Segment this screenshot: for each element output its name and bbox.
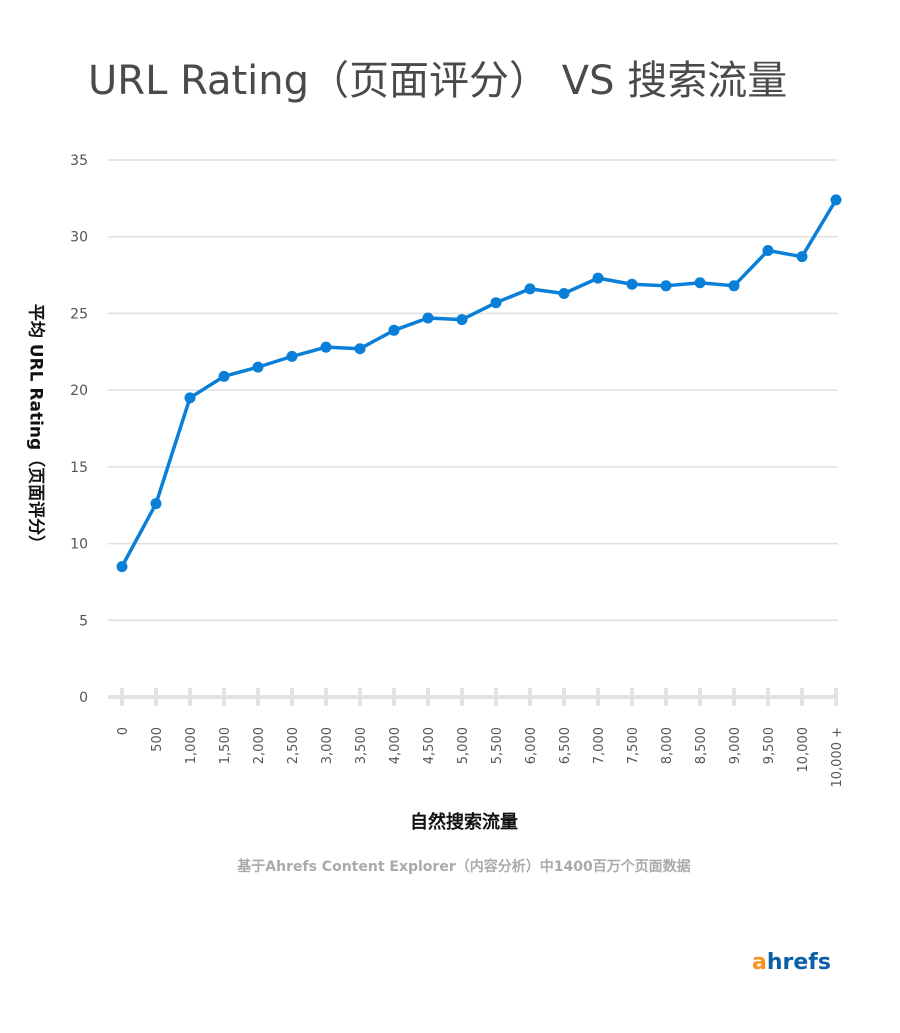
x-tick-label: 7,500 [626,727,641,764]
x-tick-label: 3,500 [354,727,369,764]
data-point [456,314,468,326]
x-tick-label: 5,000 [456,727,471,764]
x-axis-label: 自然搜索流量 [410,812,518,833]
data-point [626,278,638,290]
data-point [592,272,604,284]
x-tick-label: 1,000 [184,727,199,764]
x-tick-label: 10,000 + [830,727,845,788]
x-tick-label: 6,500 [558,727,573,764]
logo-rest: hrefs [766,950,831,975]
y-tick-label: 10 [70,537,88,553]
logo-a: a [752,950,767,975]
y-tick-label: 35 [70,153,88,169]
data-point [150,498,162,510]
data-point [524,283,536,295]
data-point [558,287,570,299]
y-tick-label: 30 [70,230,88,246]
data-point [218,370,230,382]
ahrefs-logo: ahrefs [752,950,831,975]
data-point [286,350,298,362]
x-tick-label: 0 [116,727,131,735]
y-tick-label: 25 [70,306,88,322]
y-tick-label: 5 [79,613,88,629]
data-point [388,324,400,336]
data-point [490,297,502,309]
x-tick-label: 1,500 [218,727,233,764]
x-tick-label: 5,500 [490,727,505,764]
x-tick-label: 2,000 [252,727,267,764]
y-tick-label: 20 [70,383,88,399]
data-point [354,343,366,355]
chart-title: URL Rating（页面评分） VS 搜索流量 [88,58,788,104]
data-point [252,361,264,373]
data-point [320,341,332,353]
data-point [830,194,842,206]
x-tick-label: 8,000 [660,727,675,764]
x-tick-label: 9,000 [728,727,743,764]
data-point [184,392,196,404]
data-point [422,312,434,324]
source-note: 基于Ahrefs Content Explorer（内容分析）中1400百万个页… [237,859,691,875]
x-tick-label: 9,500 [762,727,777,764]
x-tick-label: 500 [150,727,165,752]
x-tick-label: 8,500 [694,727,709,764]
data-point [116,561,128,573]
x-tick-label: 3,000 [320,727,335,764]
x-tick-label: 10,000 [796,727,811,773]
x-tick-label: 4,000 [388,727,403,764]
data-point [660,280,672,292]
data-point [694,277,706,289]
x-tick-label: 7,000 [592,727,607,764]
data-point [728,280,740,292]
x-tick-label: 4,500 [422,727,437,764]
series-line [120,198,838,568]
data-point [762,245,774,257]
data-point [796,251,808,263]
x-tick-label: 6,000 [524,727,539,764]
y-tick-label: 0 [79,690,88,706]
x-tick-label: 2,500 [286,727,301,764]
y-tick-label: 15 [70,460,88,476]
